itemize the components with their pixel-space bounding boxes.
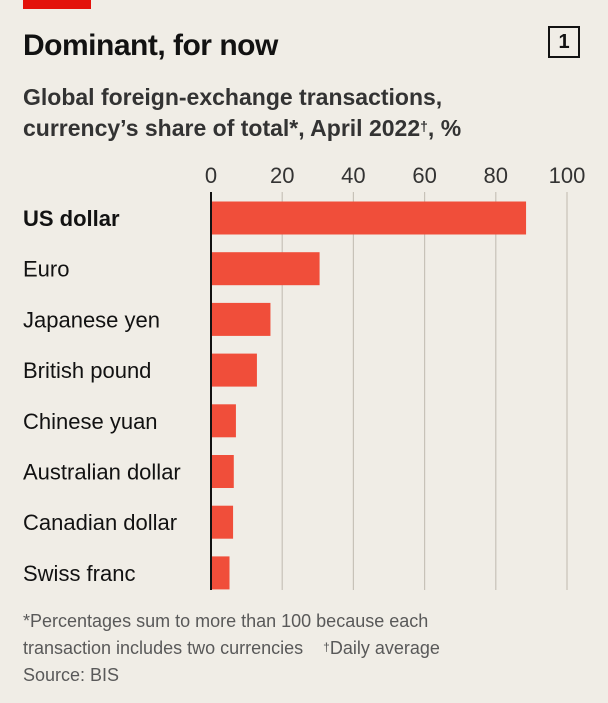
footnote: *Percentages sum to more than 100 becaus… [23,608,593,689]
category-label: British pound [23,358,151,383]
source-note: Source: BIS [23,665,120,685]
subtitle-line-1: Global foreign-exchange transactions, [23,84,443,110]
x-tick-label: 80 [484,163,508,188]
chart-number-badge: 1 [548,26,580,58]
category-label: Chinese yuan [23,409,158,434]
category-label: Canadian dollar [23,510,177,535]
x-tick-label: 100 [549,163,586,188]
x-tick-label: 0 [205,163,217,188]
bar [211,505,234,539]
footnote-dagger: † [323,640,330,654]
x-tick-label: 60 [412,163,436,188]
bar-chart: 0 20 40 60 80 100 US dollar Euro Japanese yen Bri… [23,163,586,590]
x-tick-label: 40 [341,163,365,188]
footnote-line-2-text: transaction includes two currencies [23,638,304,658]
bar [211,201,527,235]
subtitle-unit: , % [427,115,462,141]
subtitle-line-2: currency’s share of total*, April 2022 [23,115,421,141]
category-label: Swiss franc [23,561,135,586]
bar [211,556,230,590]
category-label: Euro [23,257,69,282]
chart-subtitle: Global foreign-exchange transactions, cu… [23,82,583,144]
footnote-line-1: *Percentages sum to more than 100 becaus… [23,611,429,631]
category-label: Japanese yen [23,307,160,332]
category-label: US dollar [23,206,120,231]
bar [211,353,257,387]
brand-bar [23,0,91,9]
bar [211,455,234,488]
bar [211,252,320,286]
bar [211,404,236,438]
footnote-daily-average: Daily average [329,638,440,658]
subtitle-dagger: † [420,118,428,134]
x-tick-label: 20 [270,163,294,188]
category-label: Australian dollar [23,460,181,485]
footnote-line-2: transaction includes two currencies †Dai… [23,635,593,662]
bar [211,302,271,336]
chart-title: Dominant, for now [23,29,278,62]
